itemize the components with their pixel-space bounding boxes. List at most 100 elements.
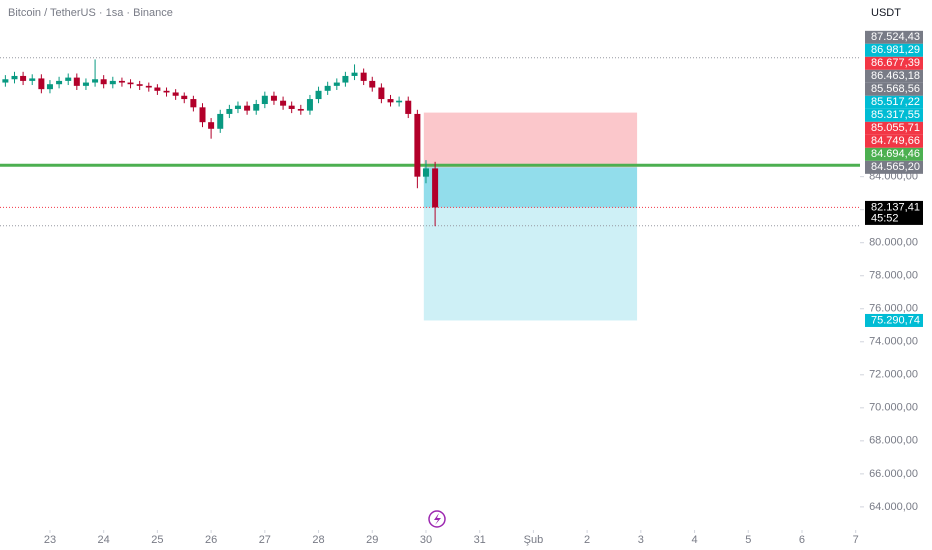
price-label: 86.677,39 xyxy=(871,57,920,69)
plot-area xyxy=(0,57,860,321)
price-label: 84.749,66 xyxy=(871,135,920,147)
candle-body xyxy=(38,78,45,90)
candle-body xyxy=(234,105,241,109)
candle-body xyxy=(324,85,331,91)
x-tick-label: 3 xyxy=(638,534,644,546)
price-label: 75.290,74 xyxy=(871,314,920,326)
y-tick-label: 64.000,00 xyxy=(869,501,918,513)
x-tick-label: 5 xyxy=(745,534,751,546)
candle-body xyxy=(145,85,152,88)
y-tick-label: 76.000,00 xyxy=(869,303,918,315)
candle-body xyxy=(109,80,116,85)
candle-body xyxy=(306,99,313,111)
candle-body xyxy=(342,75,349,83)
candle-body xyxy=(172,92,179,96)
candle-body xyxy=(261,95,268,105)
price-label: 85.317,55 xyxy=(871,109,920,121)
candle-body xyxy=(29,78,36,81)
price-label: 86.463,18 xyxy=(871,70,920,82)
candle-body xyxy=(270,95,277,101)
price-label: 85.517,22 xyxy=(871,96,920,108)
event-bolt xyxy=(434,513,441,525)
candle-body xyxy=(199,107,206,123)
candle-body xyxy=(369,80,376,88)
x-tick-label: 7 xyxy=(853,534,859,546)
x-tick-label: 27 xyxy=(259,534,271,546)
price-label-bg xyxy=(865,82,923,96)
candle-body xyxy=(11,75,18,80)
candle-body xyxy=(378,87,385,100)
candle-body xyxy=(351,72,358,76)
price-label: 87.524,43 xyxy=(871,31,920,43)
y-tick-label: 68.000,00 xyxy=(869,435,918,447)
candle-body xyxy=(181,95,188,100)
y-tick-label: 80.000,00 xyxy=(869,237,918,249)
stop-zone xyxy=(423,112,638,168)
candle-body xyxy=(217,113,224,129)
candle-body xyxy=(208,122,215,129)
countdown: 45:52 xyxy=(871,212,899,224)
x-tick-label: 29 xyxy=(366,534,378,546)
price-label: 82.137,41 xyxy=(871,201,920,213)
candle-body xyxy=(46,84,53,90)
chart-title: Bitcoin / TetherUS · 1sa · Binance xyxy=(8,7,173,19)
candle-body xyxy=(333,82,340,86)
x-tick-label: Şub xyxy=(524,534,544,546)
price-label: 84.694,46 xyxy=(871,148,920,160)
candle-body xyxy=(387,99,394,103)
candle-body xyxy=(422,168,429,177)
x-tick-label: 31 xyxy=(474,534,486,546)
x-tick-label: 2 xyxy=(584,534,590,546)
price-label-bg xyxy=(865,108,923,122)
price-label: 86.981,29 xyxy=(871,44,920,56)
candle-body xyxy=(280,100,287,106)
candle-body xyxy=(127,82,134,85)
candle-body xyxy=(154,87,161,91)
price-label-bg xyxy=(865,43,923,57)
y-tick-label: 78.000,00 xyxy=(869,270,918,282)
candle-body xyxy=(226,108,233,114)
candle-body xyxy=(360,72,367,81)
price-label: 85.055,71 xyxy=(871,122,920,134)
price-label-bg xyxy=(865,56,923,70)
candle-body xyxy=(2,79,9,83)
candle-body xyxy=(414,113,421,177)
currency: USDT xyxy=(871,7,901,19)
candle-body xyxy=(288,105,295,109)
candle-body xyxy=(396,100,403,103)
candle-body xyxy=(20,75,27,81)
target-zone xyxy=(423,167,638,321)
candle-body xyxy=(100,79,107,85)
candle-body xyxy=(297,108,304,111)
candle-body xyxy=(65,77,72,81)
candle-body xyxy=(118,80,125,83)
x-tick-label: 23 xyxy=(44,534,56,546)
x-tick-label: 25 xyxy=(151,534,163,546)
y-tick-label: 70.000,00 xyxy=(869,402,918,414)
price-label-bg xyxy=(865,95,923,109)
x-tick-label: 26 xyxy=(205,534,217,546)
candle-body xyxy=(432,168,439,208)
event-icon[interactable] xyxy=(428,510,446,528)
candle-body xyxy=(82,82,89,86)
x-tick-label: 24 xyxy=(98,534,110,546)
candle-body xyxy=(253,104,260,111)
candle-body xyxy=(190,99,197,108)
candle-body xyxy=(244,105,251,111)
price-label-bg xyxy=(865,69,923,83)
price-label-bg xyxy=(865,147,923,161)
y-tick-label: 66.000,00 xyxy=(869,468,918,480)
candle-body xyxy=(73,77,80,86)
price-label-bg xyxy=(865,160,923,174)
candle-body xyxy=(56,80,63,85)
x-tick-label: 4 xyxy=(691,534,697,546)
profit-zone xyxy=(423,167,638,208)
x-tick-label: 6 xyxy=(799,534,805,546)
x-tick-label: 30 xyxy=(420,534,432,546)
candle-body xyxy=(92,79,99,83)
price-label-bg xyxy=(865,121,923,135)
price-label-bg xyxy=(865,200,923,225)
candle-body xyxy=(163,90,170,93)
